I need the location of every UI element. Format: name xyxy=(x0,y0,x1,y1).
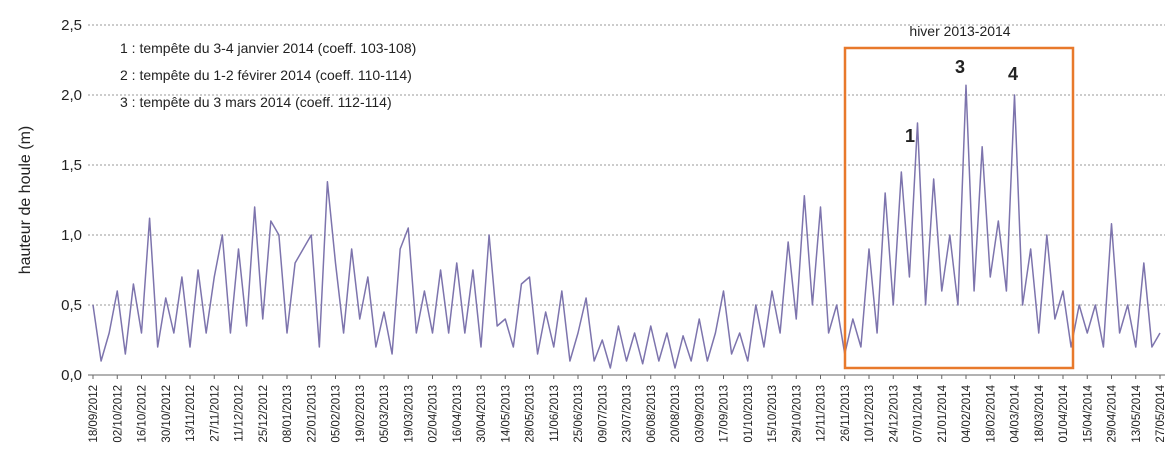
annotation: hiver 2013-2014 xyxy=(909,23,1010,39)
x-tick-label: 28/05/2013 xyxy=(525,385,537,443)
x-tick-label: 15/04/2014 xyxy=(1082,384,1094,442)
x-tick-label: 20/08/2013 xyxy=(670,385,682,443)
x-tick-label: 11/06/2013 xyxy=(549,385,561,442)
x-tick-label: 05/02/2013 xyxy=(331,385,343,443)
x-tick-label: 08/01/2013 xyxy=(282,385,294,443)
x-tick-label: 21/01/2014 xyxy=(937,384,949,442)
winter-box xyxy=(843,46,1075,370)
annotation: 1 : tempête du 3-4 janvier 2014 (coeff. … xyxy=(120,40,416,56)
x-tick-label: 17/09/2013 xyxy=(719,385,731,443)
annotation: 1 xyxy=(905,126,915,146)
x-tick-label: 16/04/2013 xyxy=(452,385,464,443)
x-tick-label: 26/11/2013 xyxy=(840,385,852,442)
x-tick-label: 11/12/2012 xyxy=(234,385,246,442)
x-tick-label: 24/12/2013 xyxy=(888,385,900,443)
x-tick-label: 23/07/2013 xyxy=(622,385,634,443)
y-tick-label: 1,5 xyxy=(61,157,82,174)
x-tick-label: 06/08/2013 xyxy=(646,385,658,443)
x-tick-label: 18/03/2014 xyxy=(1034,384,1046,442)
annotation: 2 : tempête du 1-2 févirer 2014 (coeff. … xyxy=(120,67,412,83)
x-tick-label: 27/05/2014 xyxy=(1155,384,1167,442)
y-tick-label: 2,5 xyxy=(61,17,82,34)
y-tick-label: 0,0 xyxy=(61,367,82,384)
annotation: 3 xyxy=(955,57,965,77)
x-tick-label: 19/02/2013 xyxy=(355,385,367,443)
x-tick-label: 13/05/2014 xyxy=(1131,384,1143,442)
x-tick-label: 25/12/2012 xyxy=(258,385,270,443)
x-tick-label: 13/11/2012 xyxy=(185,385,197,442)
x-tick-label: 04/03/2014 xyxy=(1010,384,1022,442)
x-tick-label: 18/02/2014 xyxy=(985,384,997,442)
x-tick-label: 01/10/2013 xyxy=(743,385,755,443)
x-tick-label: 16/10/2012 xyxy=(137,385,149,443)
x-tick-label: 30/04/2013 xyxy=(476,385,488,443)
x-tick-label: 05/03/2013 xyxy=(379,385,391,443)
y-tick-label: 1,0 xyxy=(61,227,82,244)
x-tick-label: 15/10/2013 xyxy=(767,385,779,443)
x-tick-label: 10/12/2013 xyxy=(864,385,876,443)
x-tick-label: 03/09/2013 xyxy=(694,385,706,443)
y-tick-label: 2,0 xyxy=(61,87,82,104)
x-tick-label: 25/06/2013 xyxy=(573,385,585,443)
annotation: 3 : tempête du 3 mars 2014 (coeff. 112-1… xyxy=(120,94,392,110)
x-tick-label: 30/10/2012 xyxy=(161,385,173,443)
x-tick-label: 29/10/2013 xyxy=(791,385,803,443)
annotation: 4 xyxy=(1008,64,1018,84)
x-tick-label: 22/01/2013 xyxy=(306,385,318,443)
y-axis-label: hauteur de houle (m) xyxy=(17,126,34,275)
x-tick-label: 27/11/2012 xyxy=(209,385,221,442)
x-tick-label: 04/02/2014 xyxy=(961,384,973,442)
y-tick-label: 0,5 xyxy=(61,297,82,314)
x-tick-label: 09/07/2013 xyxy=(597,385,609,443)
x-tick-label: 02/10/2012 xyxy=(112,385,124,443)
x-tick-label: 12/11/2013 xyxy=(816,385,828,442)
series-line xyxy=(92,84,1161,369)
x-tick-label: 14/05/2013 xyxy=(500,385,512,443)
x-tick-label: 29/04/2014 xyxy=(1107,384,1119,442)
x-tick-label: 01/04/2014 xyxy=(1058,384,1070,442)
x-tick-label: 19/03/2013 xyxy=(403,385,415,443)
x-tick-label: 02/04/2013 xyxy=(428,385,440,443)
x-tick-label: 18/09/2012 xyxy=(88,385,100,443)
x-tick-label: 07/01/2014 xyxy=(913,384,925,442)
